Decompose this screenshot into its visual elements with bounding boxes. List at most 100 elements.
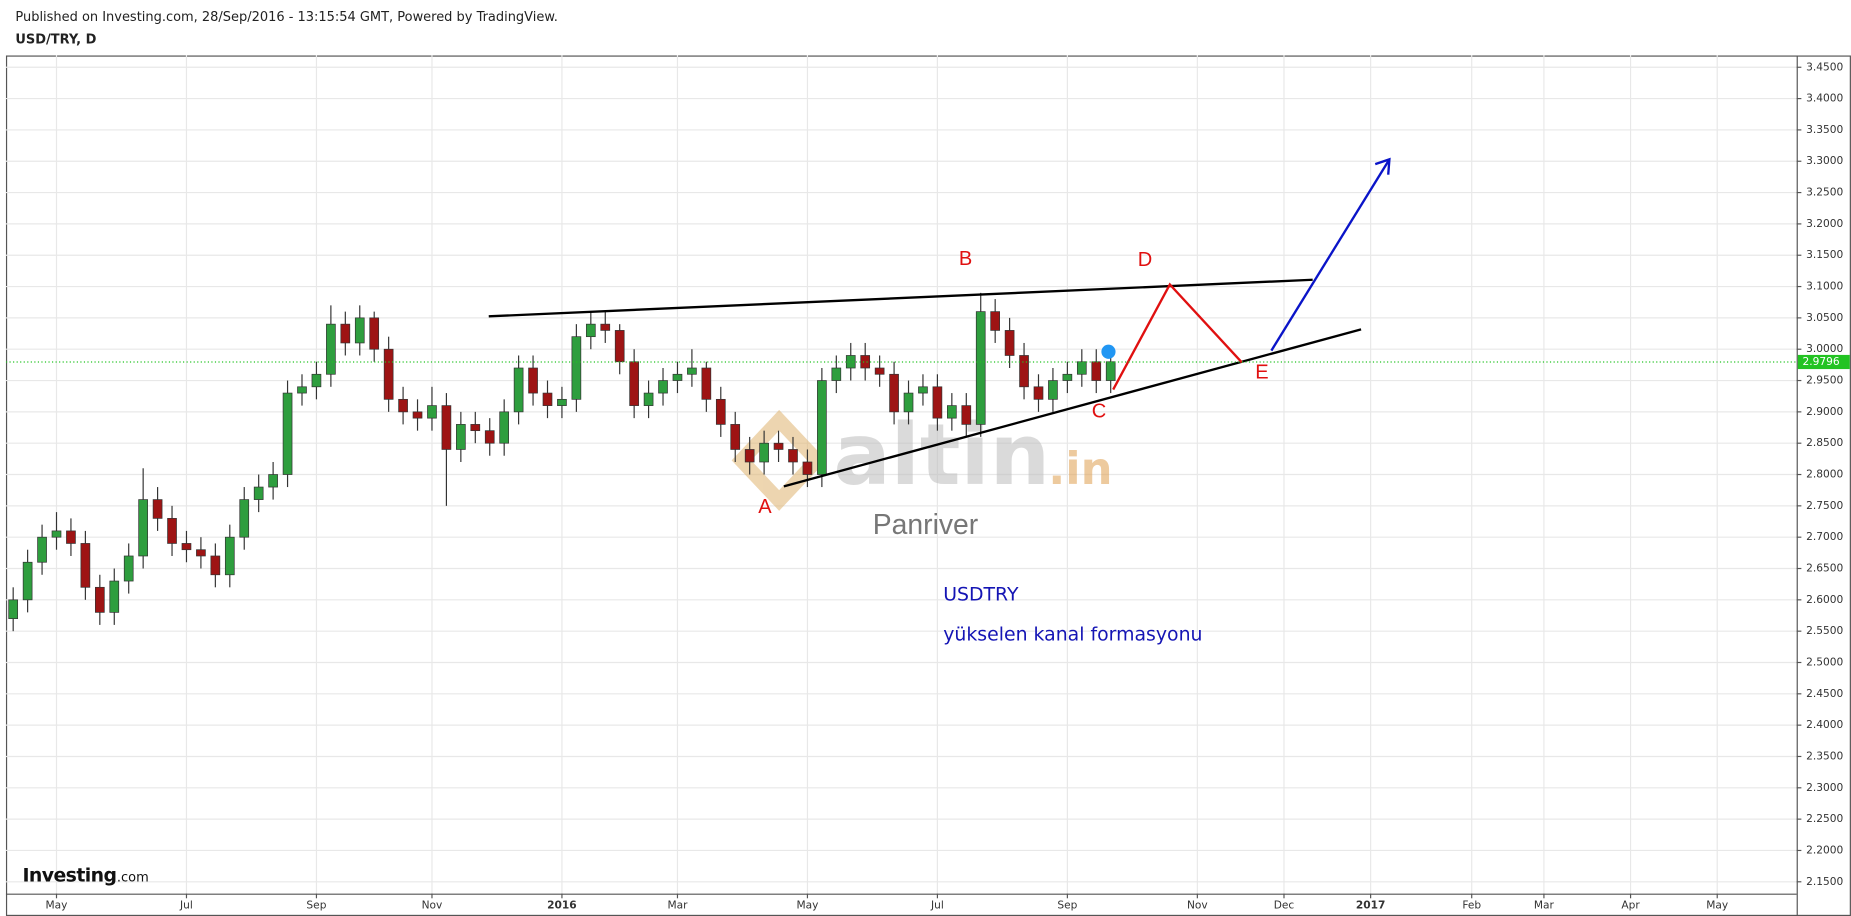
candle-body — [918, 386, 928, 394]
y-tick-label: 2.5000 — [1806, 655, 1843, 668]
candle-body — [268, 474, 278, 488]
candle-body — [297, 386, 307, 394]
symbol-title: USD/TRY, D — [15, 33, 96, 48]
candle-body — [326, 323, 336, 375]
candle-body — [181, 543, 192, 551]
candle-body — [658, 380, 668, 394]
candle-body — [730, 424, 741, 450]
y-tick-label: 2.8500 — [1806, 436, 1843, 449]
candle-body — [1048, 380, 1058, 400]
candle-body — [109, 580, 120, 613]
candle-body — [8, 599, 19, 619]
y-tick-label: 2.7000 — [1806, 530, 1843, 543]
y-tick-label: 3.1000 — [1806, 280, 1843, 293]
candle-body — [80, 543, 91, 588]
candle-body — [1091, 361, 1102, 381]
candle-body — [239, 499, 250, 538]
candle-body — [687, 367, 697, 375]
candle-body — [37, 536, 47, 563]
target-arrow — [1270, 158, 1391, 352]
candle-body — [383, 348, 394, 400]
candle-body — [874, 367, 885, 375]
candle-body — [585, 323, 596, 338]
candle-body — [557, 398, 567, 406]
candle-body — [1105, 361, 1116, 381]
candle-body — [1062, 373, 1073, 381]
y-tick-label: 2.6500 — [1806, 562, 1843, 575]
x-tick-label: May — [796, 898, 818, 911]
candle-body — [282, 392, 293, 475]
watermark-logo — [731, 409, 827, 511]
trend-line-upper — [488, 278, 1313, 318]
x-tick-label: Dec — [1274, 898, 1295, 911]
candles — [8, 292, 1116, 632]
candle-body — [802, 461, 813, 475]
x-tick-label: Mar — [667, 898, 688, 911]
candle-body — [903, 392, 914, 413]
y-tick-label: 3.3500 — [1806, 123, 1843, 136]
candle-body — [513, 367, 524, 413]
watermark: altin .in — [731, 406, 1113, 511]
pattern-note: yükselen kanal formasyonu — [943, 624, 1202, 646]
watermark-name: altin — [833, 406, 1050, 505]
y-tick-label: 3.4000 — [1806, 92, 1843, 105]
projection-path — [1112, 282, 1243, 391]
candle-body — [860, 355, 871, 369]
x-tick-label: May — [1706, 898, 1728, 911]
candle-body — [643, 392, 654, 406]
y-tick-label: 2.4000 — [1806, 718, 1843, 731]
candle-body — [629, 361, 639, 406]
candle-body — [138, 499, 148, 557]
candle-body — [614, 330, 625, 363]
candle-body — [340, 323, 351, 344]
candle-body — [715, 398, 726, 425]
candle-body — [773, 442, 784, 450]
arrow-head — [1374, 157, 1391, 175]
x-tick-label: Nov — [422, 898, 443, 911]
candle-body — [369, 317, 380, 350]
label-a: A — [758, 496, 772, 518]
y-tick-label: 2.2000 — [1806, 843, 1843, 856]
candle-body — [398, 398, 408, 413]
candle-body — [441, 405, 452, 450]
logo-suffix: .com — [117, 871, 149, 886]
x-tick-label: Nov — [1187, 898, 1208, 911]
candle-body — [788, 449, 798, 463]
candle-body — [499, 411, 510, 444]
frame — [5, 55, 1851, 916]
last-price-box — [1797, 354, 1850, 370]
label-e: E — [1255, 361, 1268, 383]
candle-body — [427, 405, 437, 419]
x-tick-label: Apr — [1621, 898, 1640, 911]
candle-body — [759, 442, 769, 463]
candle-body — [947, 405, 957, 419]
candle-body — [412, 411, 423, 419]
candle-body — [470, 424, 481, 432]
y-tick-label: 2.4500 — [1806, 687, 1843, 700]
y-tick-label: 3.3000 — [1806, 154, 1843, 167]
candle-body — [210, 555, 221, 576]
y-tick-label: 2.2500 — [1806, 812, 1843, 825]
y-tick-label: 3.0000 — [1806, 342, 1843, 355]
candle-body — [94, 586, 105, 613]
logo-name: Investing — [22, 864, 116, 886]
candle-body — [672, 373, 683, 381]
candle-body — [975, 311, 986, 425]
candle-body — [817, 380, 827, 475]
candle-body — [196, 549, 206, 557]
symbol-note: USDTRY — [943, 583, 1019, 605]
candle-body — [889, 373, 899, 413]
y-tick-label: 3.2500 — [1806, 186, 1843, 199]
candle-body — [831, 367, 842, 381]
x-tick-label: Sep — [1057, 898, 1077, 911]
label-b: B — [959, 248, 972, 270]
candle-body — [311, 373, 322, 388]
x-tick-label: Feb — [1462, 898, 1481, 911]
candle-body — [961, 405, 972, 425]
candle-body — [932, 386, 943, 419]
candle-body — [484, 430, 495, 444]
trend-line-lower — [783, 328, 1362, 488]
y-tick-label: 2.9000 — [1806, 405, 1843, 418]
